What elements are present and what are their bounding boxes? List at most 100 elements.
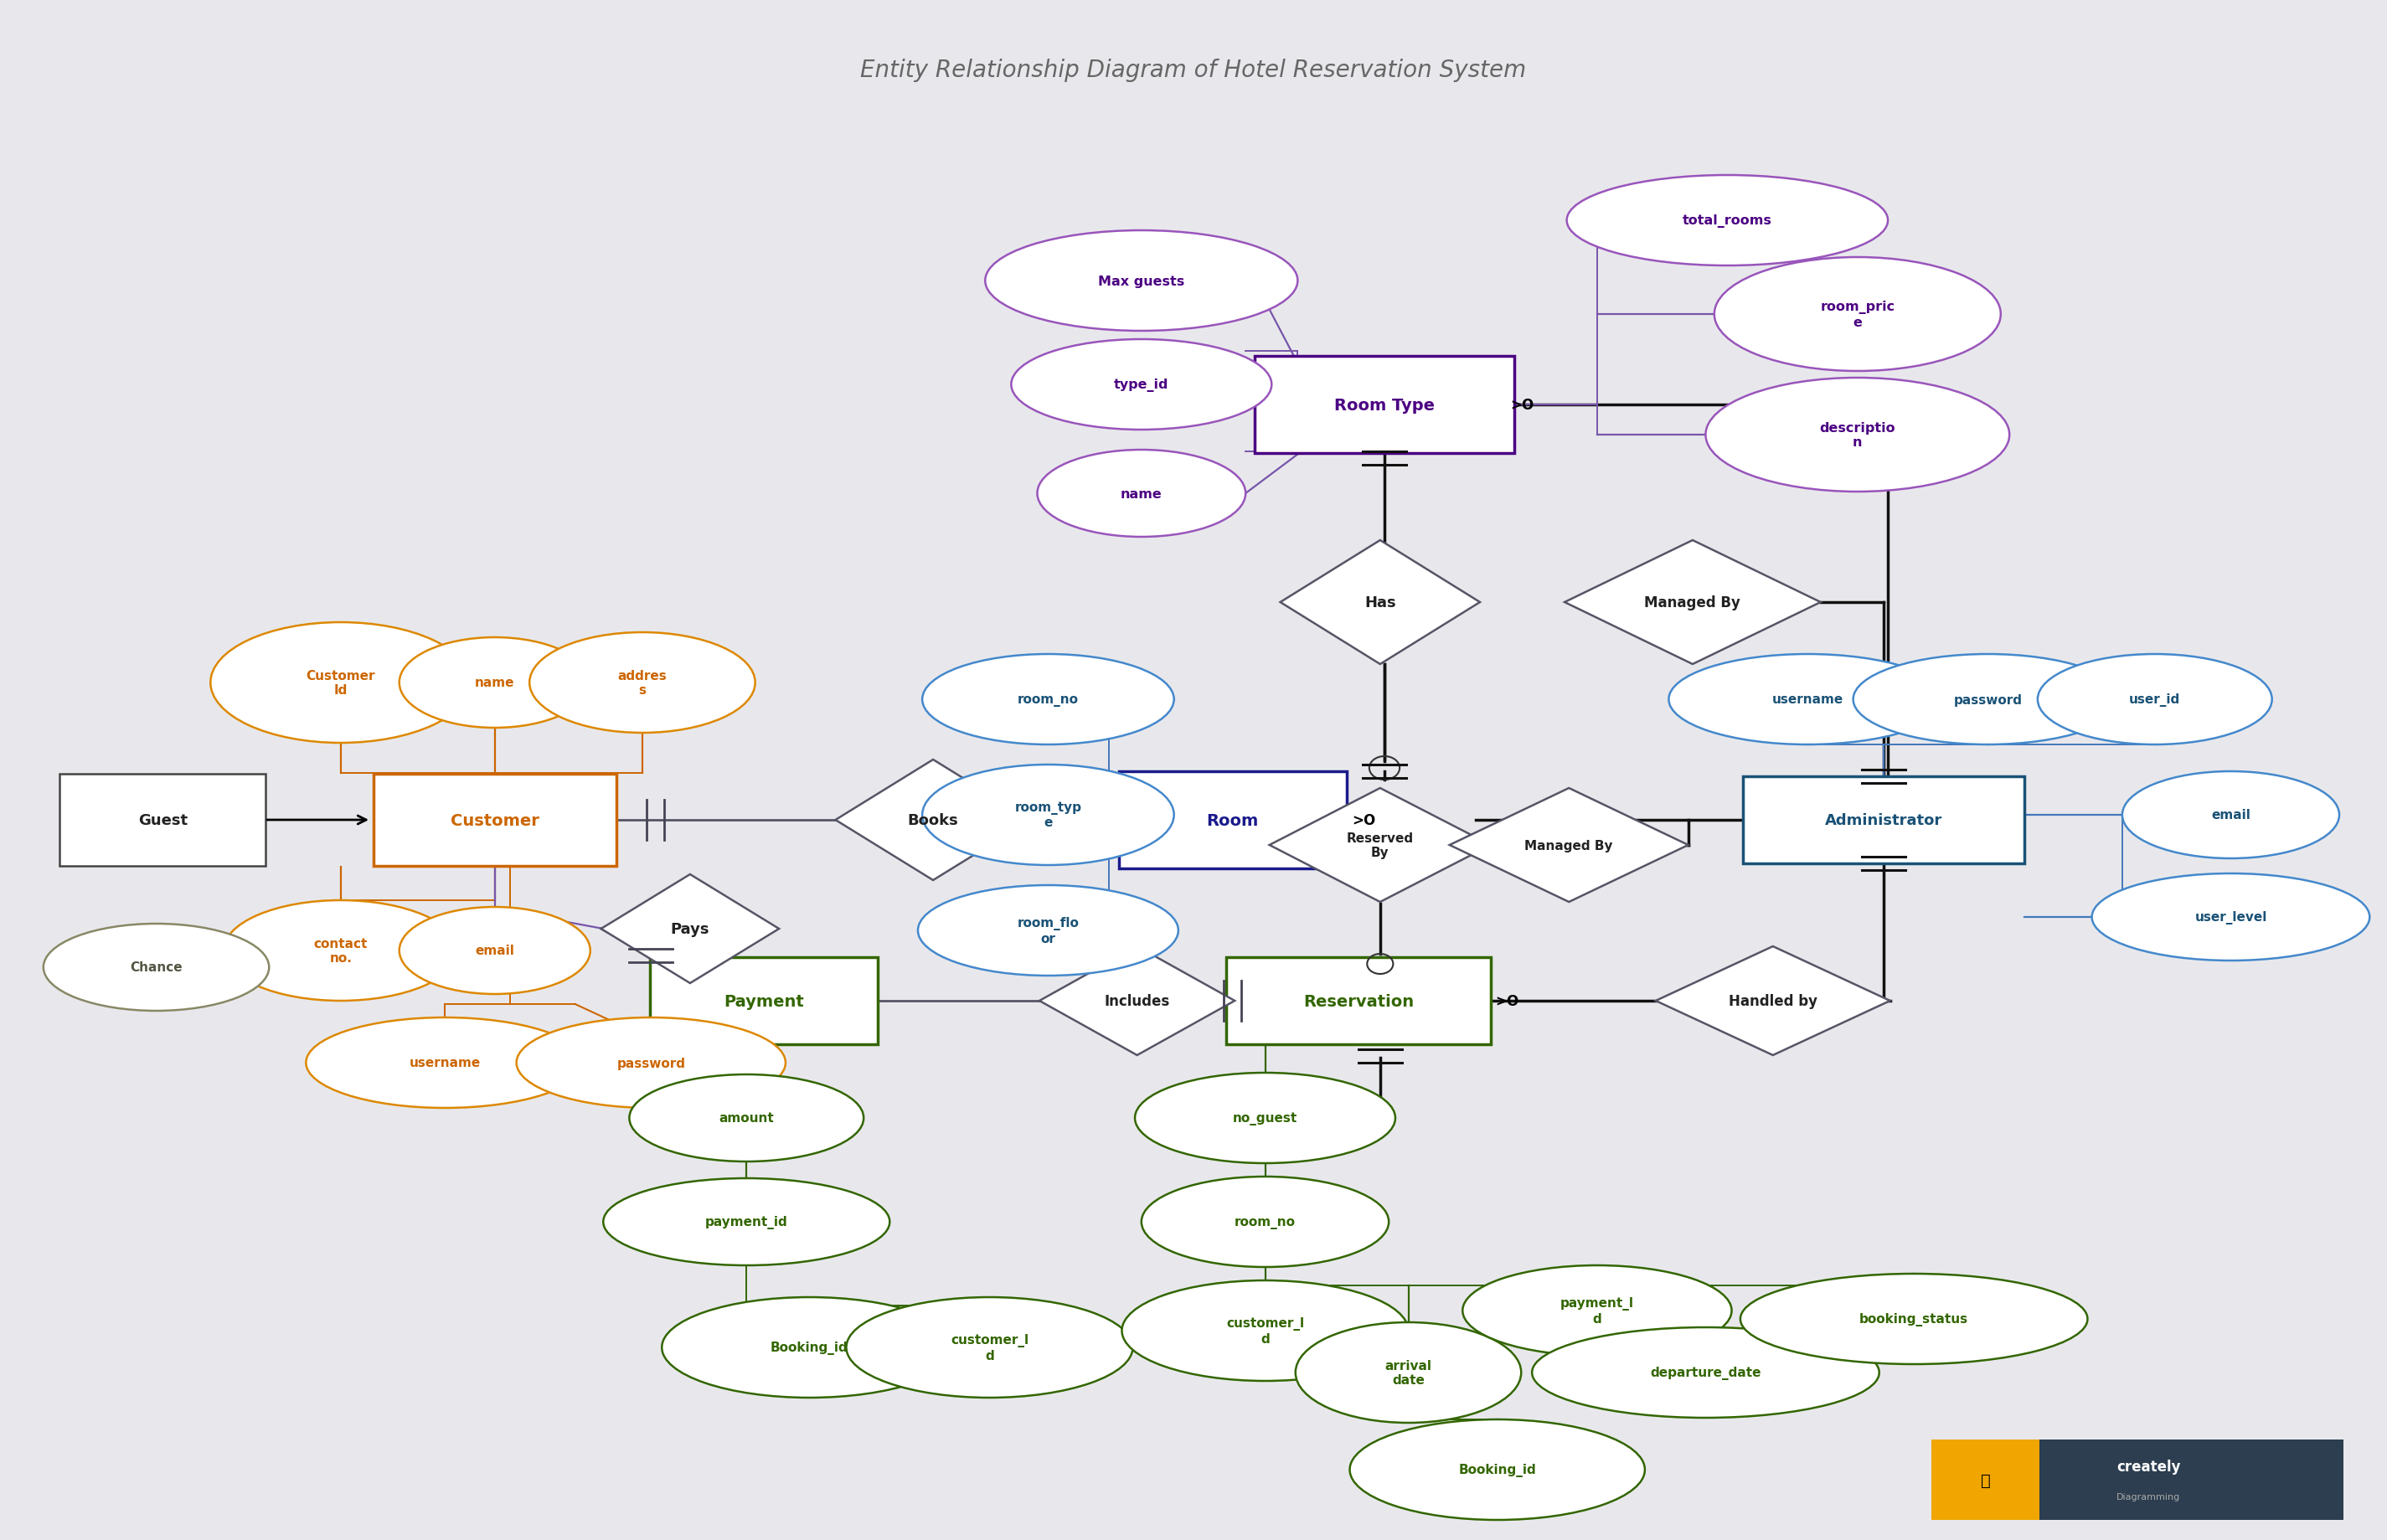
Ellipse shape [399, 638, 590, 728]
Text: Room: Room [1205, 812, 1258, 829]
Text: Managed By: Managed By [1525, 839, 1614, 852]
FancyBboxPatch shape [1227, 958, 1492, 1044]
Text: Customer: Customer [451, 812, 539, 829]
Text: email: email [475, 944, 513, 956]
Text: Max guests: Max guests [1098, 276, 1184, 288]
Text: user_level: user_level [2194, 910, 2268, 924]
Ellipse shape [1141, 1177, 1389, 1267]
Text: descriptio
n: descriptio n [1819, 422, 1895, 448]
Ellipse shape [1852, 654, 2122, 745]
Text: Administrator: Administrator [1824, 813, 1943, 829]
Text: addres
s: addres s [618, 670, 666, 696]
Text: password: password [616, 1056, 685, 1069]
Ellipse shape [604, 1178, 890, 1266]
Ellipse shape [1038, 450, 1246, 537]
Text: Booking_id: Booking_id [771, 1341, 847, 1354]
Text: username: username [1771, 693, 1843, 705]
Ellipse shape [847, 1297, 1134, 1398]
Ellipse shape [224, 901, 458, 1001]
Text: Managed By: Managed By [1645, 594, 1740, 610]
Ellipse shape [43, 924, 270, 1012]
Text: payment_l
d: payment_l d [1561, 1297, 1635, 1324]
Ellipse shape [1566, 176, 1888, 266]
Ellipse shape [1296, 1323, 1521, 1423]
FancyBboxPatch shape [1743, 776, 2024, 864]
Text: password: password [1953, 693, 2022, 705]
Text: Books: Books [907, 813, 960, 829]
Text: >O: >O [1494, 993, 1518, 1009]
Ellipse shape [921, 654, 1174, 745]
Ellipse shape [1714, 257, 2000, 371]
Ellipse shape [630, 1075, 864, 1161]
Text: name: name [1120, 488, 1162, 500]
Text: customer_l
d: customer_l d [950, 1334, 1029, 1361]
Text: Handled by: Handled by [1728, 993, 1817, 1009]
Text: room_no: room_no [1234, 1215, 1296, 1229]
Text: Pays: Pays [671, 921, 709, 936]
Ellipse shape [1012, 340, 1272, 430]
Text: >O: >O [1351, 813, 1375, 829]
Text: email: email [2210, 808, 2251, 821]
Ellipse shape [661, 1297, 957, 1398]
Ellipse shape [919, 886, 1179, 976]
Text: Entity Relationship Diagram of Hotel Reservation System: Entity Relationship Diagram of Hotel Res… [862, 59, 1525, 82]
Text: Chance: Chance [129, 961, 181, 973]
Text: Booking_id: Booking_id [1458, 1463, 1537, 1477]
Ellipse shape [2091, 873, 2370, 961]
Text: type_id: type_id [1115, 379, 1170, 391]
Polygon shape [1449, 788, 1688, 902]
Text: Diagramming: Diagramming [2117, 1492, 2179, 1500]
Ellipse shape [1740, 1274, 2089, 1364]
Ellipse shape [1349, 1420, 1645, 1520]
Text: name: name [475, 676, 516, 690]
Ellipse shape [1669, 654, 1945, 745]
Text: departure_date: departure_date [1649, 1366, 1762, 1380]
Text: customer_l
d: customer_l d [1227, 1317, 1303, 1344]
Ellipse shape [921, 765, 1174, 865]
Text: amount: amount [718, 1112, 773, 1124]
Text: >O: >O [1511, 397, 1535, 413]
Polygon shape [1038, 947, 1234, 1055]
Text: payment_id: payment_id [704, 1215, 788, 1229]
Text: room_pric
e: room_pric e [1821, 300, 1895, 328]
Polygon shape [835, 759, 1031, 881]
Text: Has: Has [1365, 594, 1396, 610]
Ellipse shape [1707, 379, 2010, 493]
Text: arrival
date: arrival date [1384, 1358, 1432, 1386]
Ellipse shape [986, 231, 1299, 331]
Text: Reservation: Reservation [1303, 993, 1413, 1009]
Text: creately: creately [2117, 1458, 2179, 1474]
Text: total_rooms: total_rooms [1683, 214, 1771, 228]
Text: 💡: 💡 [1981, 1472, 1991, 1488]
Text: Includes: Includes [1105, 993, 1170, 1009]
Ellipse shape [1134, 1073, 1396, 1163]
Ellipse shape [399, 907, 590, 995]
Text: Room Type: Room Type [1334, 397, 1435, 413]
FancyBboxPatch shape [372, 775, 616, 865]
FancyBboxPatch shape [1931, 1440, 2041, 1520]
Text: Payment: Payment [723, 993, 804, 1009]
Text: booking_status: booking_status [1859, 1312, 1969, 1326]
Text: username: username [408, 1056, 480, 1069]
Ellipse shape [2038, 654, 2272, 745]
Polygon shape [1657, 947, 1891, 1055]
Ellipse shape [2122, 772, 2339, 859]
Polygon shape [1563, 541, 1821, 665]
Text: Reserved
By: Reserved By [1346, 832, 1413, 859]
FancyBboxPatch shape [1931, 1440, 2344, 1520]
Polygon shape [1270, 788, 1492, 902]
Text: room_no: room_no [1017, 693, 1079, 705]
Text: user_id: user_id [2129, 693, 2179, 707]
Text: contact
no.: contact no. [313, 938, 368, 964]
Polygon shape [602, 875, 778, 984]
Ellipse shape [210, 622, 470, 744]
FancyBboxPatch shape [60, 775, 265, 865]
Text: room_typ
e: room_typ e [1014, 801, 1081, 829]
Ellipse shape [1122, 1281, 1408, 1381]
Ellipse shape [1463, 1266, 1731, 1355]
Text: Customer
Id: Customer Id [306, 670, 375, 696]
Text: Guest: Guest [138, 813, 189, 829]
Ellipse shape [530, 633, 754, 733]
Text: room_flo
or: room_flo or [1017, 916, 1079, 944]
Ellipse shape [516, 1018, 785, 1109]
